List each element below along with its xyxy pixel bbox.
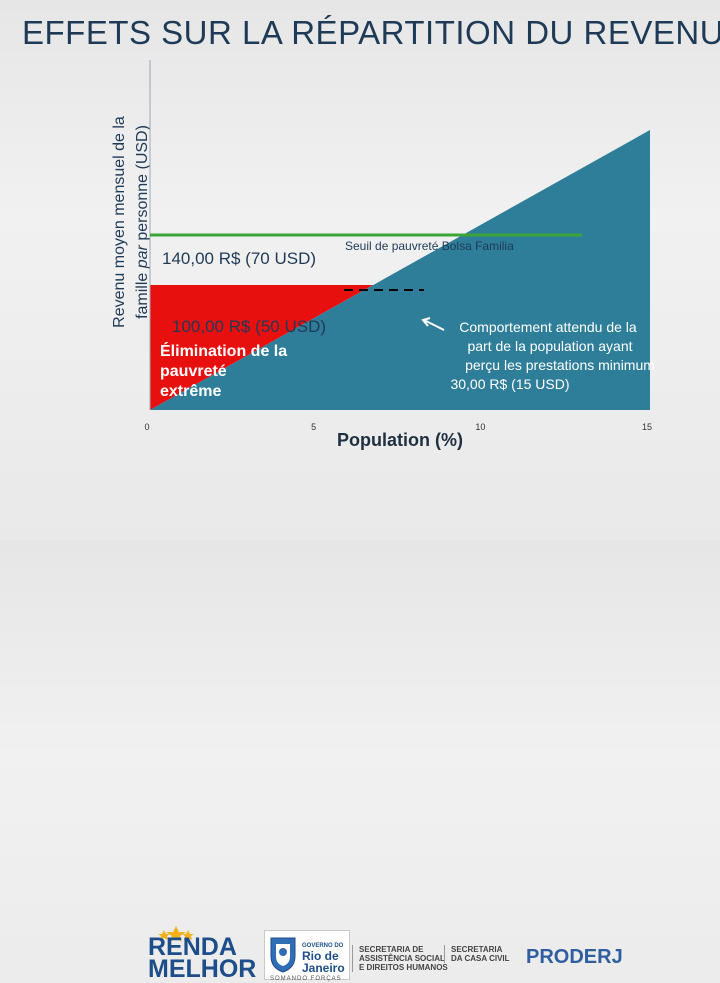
x-tick-label: 0 bbox=[144, 422, 149, 432]
extreme-region-label-line: pauvreté bbox=[160, 363, 227, 380]
renda-melhor-text: RENDA MELHOR bbox=[148, 933, 257, 983]
chart: Revenu moyen mensuel de la famille par p… bbox=[111, 60, 655, 450]
renda-line2: MELHOR bbox=[148, 955, 257, 983]
x-tick-label: 15 bbox=[642, 422, 652, 432]
y-axis-label-suffix: personne (USD) bbox=[134, 125, 151, 245]
annotation-arrowhead bbox=[421, 317, 431, 327]
extreme-region-label-line: Élimination de la bbox=[160, 341, 287, 360]
y-axis-label-prefix: famille bbox=[134, 268, 151, 319]
sec2-line1: SECRETARIA bbox=[451, 945, 503, 954]
annotation-line: 30,00 R$ (15 USD) bbox=[450, 376, 569, 392]
extreme-region-label-line: extrême bbox=[160, 383, 221, 400]
page-title: EFFETS SUR LA RÉPARTITION DU REVENU bbox=[22, 14, 720, 51]
renda-line1: RENDA bbox=[148, 933, 237, 961]
y-axis-label-line1: Revenu moyen mensuel de la bbox=[111, 116, 128, 328]
sec1-line2: ASSISTÊNCIA SOCIAL bbox=[359, 954, 445, 963]
plot-area: 0 5 10 15 Population (%) 140,00 R$ (70 USD) Se… bbox=[144, 60, 655, 450]
y-axis-label-italic: par bbox=[134, 244, 151, 269]
coat-of-arms-icon bbox=[270, 937, 296, 973]
proderj-logo: PRODERJ bbox=[526, 946, 623, 968]
poverty-line-label: 140,00 R$ (70 USD) bbox=[162, 249, 316, 268]
x-tick-label: 10 bbox=[475, 422, 485, 432]
y-axis-label-line2: famille par personne (USD) bbox=[134, 125, 151, 319]
annotation-line: part de la population ayant bbox=[467, 338, 632, 354]
gov-slogan: SOMANDO FORÇAS bbox=[270, 976, 342, 982]
gov-line1: GOVERNO DO bbox=[302, 943, 344, 949]
gov-line2: Rio de bbox=[302, 949, 339, 963]
sec1-line1: SECRETARIA DE bbox=[359, 945, 424, 954]
gov-rj-text: GOVERNO DO Rio de Janeiro bbox=[302, 943, 345, 974]
annotation-line: Comportement attendu de la bbox=[459, 319, 637, 335]
footer: RENDA MELHOR GOVERNO DO Rio de Janeiro S… bbox=[0, 456, 720, 982]
poverty-line-caption: Seuil de pauvreté Bolsa Familia bbox=[345, 239, 514, 253]
extreme-poverty-label: 100,00 R$ (50 USD) bbox=[172, 317, 326, 336]
annotation-arrow-shaft bbox=[423, 319, 445, 331]
annotation-line: perçu les prestations minimum bbox=[465, 357, 655, 373]
secretaria-assistencia-social: SECRETARIA DE ASSISTÊNCIA SOCIAL E DIREI… bbox=[352, 945, 448, 972]
gov-line3: Janeiro bbox=[302, 961, 345, 975]
x-tick-label: 5 bbox=[311, 422, 316, 432]
sec2-line2: DA CASA CIVIL bbox=[451, 954, 510, 963]
secretaria-casa-civil: SECRETARIA DA CASA CIVIL bbox=[444, 945, 510, 963]
sec1-line3: E DIREITOS HUMANOS bbox=[359, 963, 448, 972]
x-axis-label: Population (%) bbox=[337, 430, 463, 450]
series-area bbox=[150, 130, 650, 410]
